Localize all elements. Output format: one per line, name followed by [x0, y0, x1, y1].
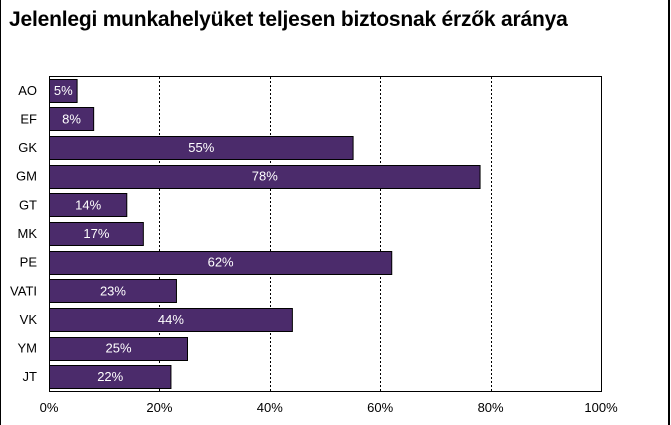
bar-pe — [49, 251, 393, 275]
category-label: PE — [20, 255, 38, 270]
category-label: VK — [20, 312, 38, 327]
bar-mk — [49, 222, 144, 246]
bar-ym — [49, 337, 188, 361]
data-label: 17% — [83, 226, 109, 241]
bar-ao — [49, 79, 78, 103]
bar-gk — [49, 136, 354, 160]
chart-title: Jelenlegi munkahelyüket teljesen biztosn… — [9, 8, 568, 31]
bar-jt — [49, 365, 172, 389]
category-label: GM — [16, 169, 37, 184]
x-tick-label: 40% — [257, 400, 283, 415]
x-tick-label: 60% — [367, 400, 393, 415]
category-label: EF — [20, 111, 37, 126]
data-label: 23% — [100, 283, 126, 298]
x-tick-label: 80% — [478, 400, 504, 415]
x-tick-label: 100% — [584, 400, 618, 415]
frame-right-border — [668, 0, 670, 425]
bar-ef — [49, 107, 95, 131]
category-label: YM — [18, 341, 38, 356]
data-label: 8% — [62, 111, 81, 126]
category-label: VATI — [10, 283, 37, 298]
bar-gt — [49, 193, 128, 217]
category-label: GT — [19, 197, 37, 212]
bar-vati — [49, 279, 177, 303]
data-label: 55% — [188, 140, 214, 155]
bar-vk — [49, 308, 293, 332]
x-tick-label: 20% — [146, 400, 172, 415]
category-label: JT — [23, 369, 38, 384]
category-label: GK — [18, 140, 37, 155]
category-label: AO — [18, 83, 37, 98]
frame-left-border — [0, 0, 1, 425]
data-label: 44% — [158, 312, 184, 327]
bar-gm — [49, 165, 481, 189]
data-label: 78% — [252, 169, 278, 184]
category-label: MK — [18, 226, 38, 241]
data-label: 22% — [97, 369, 123, 384]
data-label: 5% — [54, 83, 73, 98]
data-label: 62% — [208, 255, 234, 270]
x-tick-label: 0% — [40, 400, 59, 415]
data-label: 14% — [75, 197, 101, 212]
data-label: 25% — [105, 341, 131, 356]
